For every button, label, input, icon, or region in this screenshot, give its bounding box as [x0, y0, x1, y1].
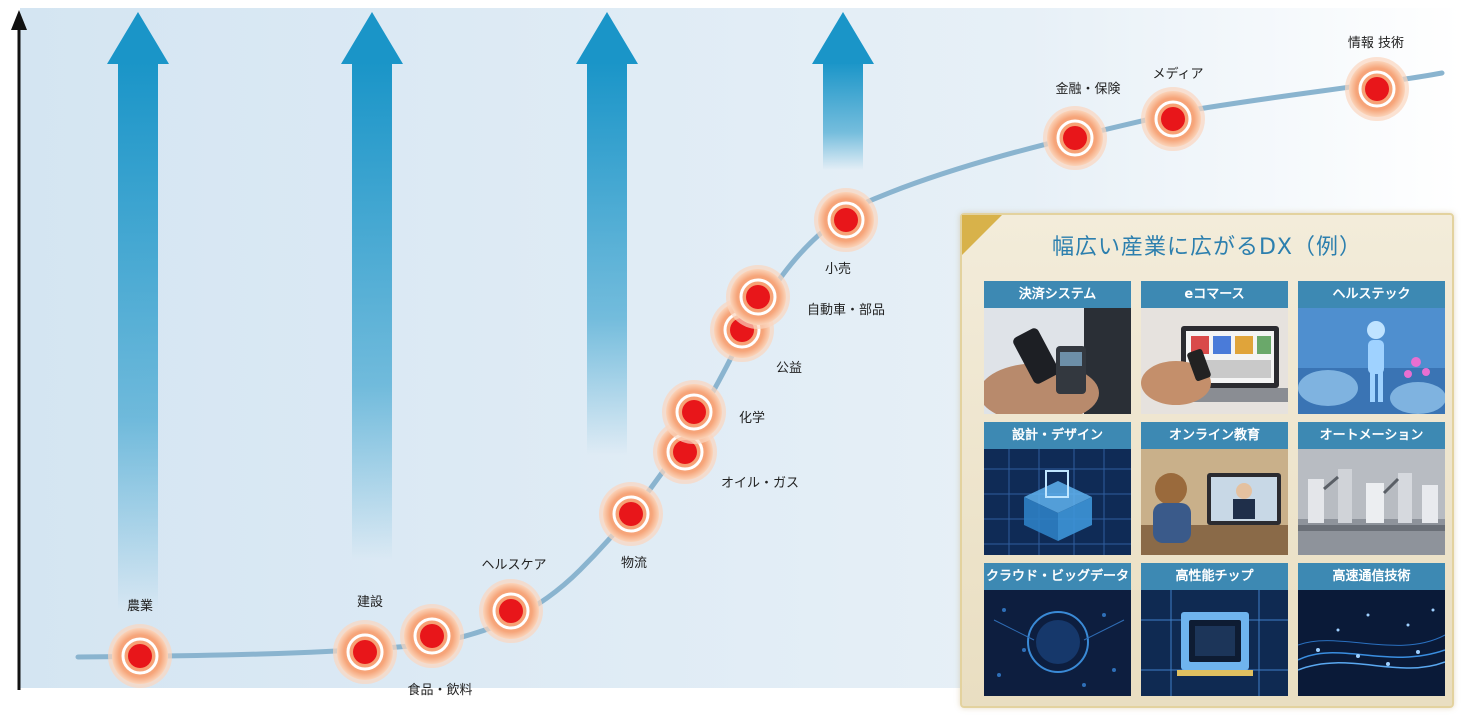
industry-label: 化学 [739, 410, 765, 426]
tile-label: 設計・デザイン [984, 422, 1131, 449]
industry-node-icon [333, 620, 397, 684]
growth-arrow-shaft [823, 62, 863, 170]
vertical-axis-arrowhead-icon [11, 10, 27, 30]
automation-photo-icon [1298, 449, 1445, 555]
industry-nodes [108, 57, 1409, 688]
tile-label: オンライン教育 [1141, 422, 1288, 449]
industry-label: 食品・飲料 [407, 682, 472, 698]
panel-title: 幅広い産業に広がるDX（例） [1051, 235, 1362, 260]
industry-node-icon [1141, 87, 1205, 151]
chip-photo-icon [1141, 590, 1288, 696]
healthtech-photo-icon [1298, 308, 1445, 414]
industry-label: 農業 [127, 598, 153, 614]
industry-label: 自動車・部品 [807, 303, 885, 318]
industry-label: 物流 [621, 556, 647, 571]
tile-label: ヘルステック [1298, 281, 1445, 308]
tile-ecommerce: eコマース [1141, 281, 1288, 414]
industry-label: 建設 [357, 594, 383, 610]
tile-label: 高性能チップ [1141, 563, 1288, 590]
industry-label: 小売 [825, 261, 851, 277]
network-photo-icon [1298, 590, 1445, 696]
tile-healthtech: ヘルステック [1298, 281, 1445, 414]
design-photo-icon [984, 449, 1131, 555]
growth-arrow-head-icon [812, 12, 874, 64]
dx-examples-grid: 決済システム eコマース [984, 281, 1446, 696]
industry-label: 情報 技術 [1348, 36, 1404, 51]
growth-arrow-head-icon [107, 12, 169, 64]
tile-design: 設計・デザイン [984, 422, 1131, 555]
online-education-photo-icon [1141, 449, 1288, 555]
growth-arrow-shaft [352, 62, 392, 560]
tile-label: 決済システム [984, 281, 1131, 308]
panel-corner-accent [962, 215, 1002, 255]
industry-node-icon [726, 265, 790, 329]
payment-photo-icon [984, 308, 1131, 414]
tile-label: オートメーション [1298, 422, 1445, 449]
tile-automation: オートメーション [1298, 422, 1445, 555]
industry-node-icon [479, 579, 543, 643]
growth-arrow-head-icon [341, 12, 403, 64]
industry-node-icon [1345, 57, 1409, 121]
tile-online-education: オンライン教育 [1141, 422, 1288, 555]
industry-node-icon [108, 624, 172, 688]
growth-arrow-shaft [118, 62, 158, 610]
industry-label: オイル・ガス [721, 476, 799, 491]
tile-label: 高速通信技術 [1298, 563, 1445, 590]
tile-network: 高速通信技術 [1298, 563, 1445, 696]
growth-arrow-shaft [587, 62, 627, 455]
industry-label: 金融・保険 [1055, 81, 1120, 97]
tile-chip: 高性能チップ [1141, 563, 1288, 696]
tile-label: eコマース [1141, 281, 1288, 308]
growth-arrows [107, 12, 874, 610]
industry-label: メディア [1152, 66, 1203, 82]
industry-node-icon [662, 380, 726, 444]
tile-payment: 決済システム [984, 281, 1131, 414]
cloud-bigdata-photo-icon [984, 590, 1131, 696]
dx-examples-panel: 幅広い産業に広がるDX（例） 決済システム eコマース [960, 213, 1454, 708]
tile-label: クラウド・ビッグデータ [984, 563, 1131, 590]
growth-arrow-head-icon [576, 12, 638, 64]
industry-node-icon [814, 188, 878, 252]
tile-cloud-bigdata: クラウド・ビッグデータ [984, 563, 1131, 696]
industry-label: ヘルスケア [481, 558, 546, 573]
industry-label: 公益 [776, 361, 802, 376]
industry-node-icon [1043, 106, 1107, 170]
industry-node-icon [599, 482, 663, 546]
industry-node-icon [400, 604, 464, 668]
ecommerce-photo-icon [1141, 308, 1288, 414]
